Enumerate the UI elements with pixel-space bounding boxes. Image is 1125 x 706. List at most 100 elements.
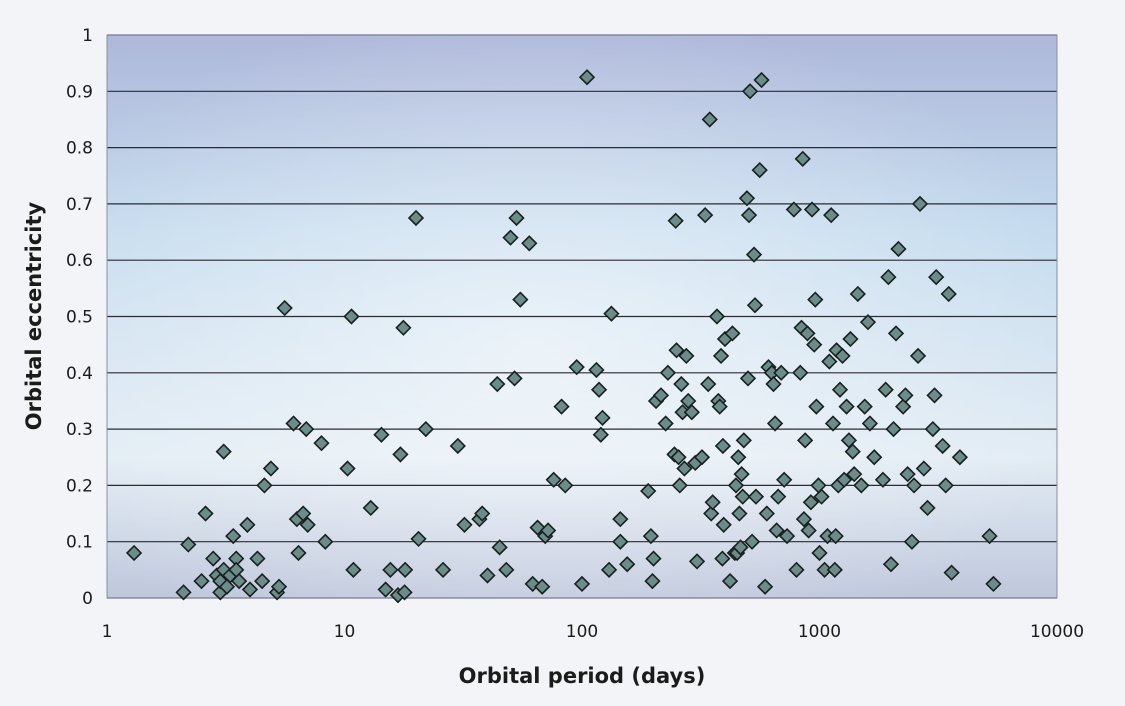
data-point — [766, 415, 784, 432]
data-point — [339, 460, 356, 477]
data-point — [498, 561, 515, 578]
data-point — [905, 477, 923, 494]
data-point — [697, 207, 714, 224]
data-point — [676, 460, 693, 477]
data-point — [703, 505, 720, 522]
data-point — [859, 313, 877, 331]
data-point — [919, 499, 936, 517]
data-point — [882, 556, 900, 573]
data-point — [827, 527, 844, 545]
data-point — [734, 488, 751, 505]
plot-frame — [106, 34, 1058, 599]
data-point — [808, 398, 825, 415]
data-point — [838, 398, 855, 415]
data-point — [874, 471, 892, 488]
data-point — [285, 415, 302, 432]
data-point — [721, 572, 739, 590]
data-point — [225, 527, 242, 545]
y-tick-label: 0.1 — [66, 533, 93, 553]
data-point — [800, 522, 817, 539]
data-point — [256, 477, 273, 494]
data-point — [797, 432, 814, 449]
data-point — [362, 499, 379, 517]
data-point — [640, 482, 657, 500]
x-tick-label: 10000 — [1030, 622, 1084, 642]
data-point — [915, 460, 932, 477]
data-point — [811, 544, 828, 562]
data-points — [125, 69, 1002, 604]
data-point — [215, 443, 232, 460]
data-point — [295, 505, 312, 522]
data-point — [714, 550, 731, 567]
data-point — [254, 572, 271, 590]
data-point — [712, 347, 730, 365]
data-point — [714, 437, 732, 455]
data-point — [553, 398, 570, 415]
data-point — [732, 539, 749, 556]
data-point — [700, 375, 717, 393]
data-point — [612, 511, 629, 528]
data-point — [747, 488, 765, 505]
data-point — [205, 550, 222, 567]
data-point — [603, 305, 620, 322]
data-point — [765, 375, 782, 393]
data-point — [396, 584, 413, 601]
data-point — [657, 415, 674, 432]
data-point — [417, 420, 434, 438]
x-tick-label: 1 — [102, 622, 113, 642]
data-point — [592, 426, 609, 443]
data-point — [512, 291, 529, 308]
data-point — [934, 437, 951, 455]
data-point — [887, 325, 905, 342]
data-point — [911, 195, 929, 213]
data-point — [899, 466, 916, 483]
data-point — [741, 83, 759, 100]
data-point — [545, 471, 562, 488]
x-tick-label: 10 — [334, 622, 356, 642]
y-tick-label: 0.8 — [66, 139, 93, 159]
y-tick-label: 0.5 — [66, 308, 93, 328]
data-point — [776, 471, 793, 488]
data-point — [724, 325, 741, 342]
data-point — [534, 578, 551, 595]
data-point — [506, 370, 523, 387]
data-point — [903, 533, 921, 550]
data-point — [826, 561, 843, 578]
data-point — [928, 268, 945, 286]
data-point — [792, 364, 809, 381]
data-point — [449, 437, 466, 455]
data-point — [262, 460, 280, 477]
data-point — [844, 443, 861, 460]
data-point — [642, 527, 660, 545]
data-point — [711, 398, 728, 415]
data-point — [937, 477, 954, 494]
data-point — [846, 466, 863, 483]
data-point — [652, 387, 670, 404]
data-point — [708, 308, 726, 325]
data-point — [823, 207, 840, 224]
data-point — [821, 353, 838, 370]
data-point — [715, 516, 732, 533]
data-point — [377, 581, 394, 598]
data-point — [743, 533, 761, 550]
data-point — [856, 398, 873, 415]
y-axis-title: Orbital eccentricity — [22, 201, 46, 430]
data-point — [733, 466, 750, 483]
y-tick-label: 0.2 — [66, 476, 93, 496]
data-point — [249, 550, 266, 567]
data-point — [590, 381, 608, 398]
data-point — [673, 375, 690, 393]
data-point — [670, 449, 687, 466]
data-point — [317, 533, 334, 550]
data-point — [861, 415, 879, 432]
x-axis-ticks: 1 10 100 1000 10000 — [102, 622, 1084, 642]
data-point — [831, 381, 849, 398]
data-point — [193, 572, 210, 590]
x-axis-title: Orbital period (days) — [459, 664, 706, 688]
data-point — [276, 299, 293, 317]
data-point — [701, 111, 718, 128]
data-point — [890, 240, 907, 258]
data-point — [396, 561, 414, 578]
data-point — [788, 561, 805, 578]
